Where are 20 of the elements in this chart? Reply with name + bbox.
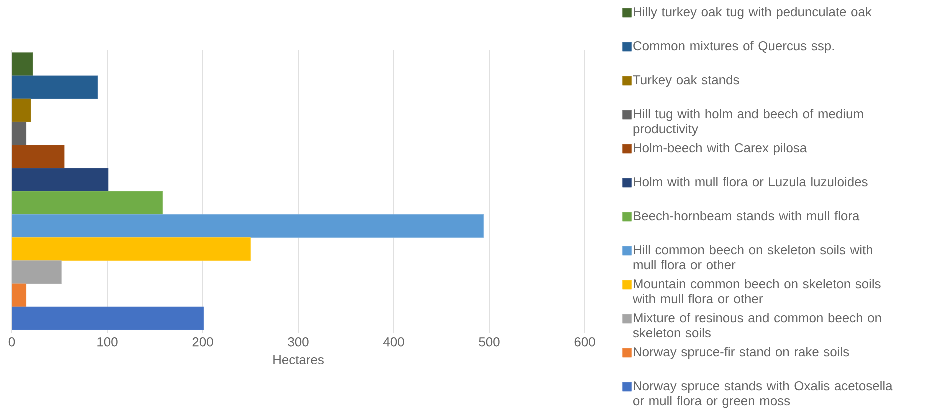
x-tick-label: 600 bbox=[574, 338, 596, 347]
legend-label: Beech-hornbeam stands with mull flora bbox=[634, 211, 860, 221]
legend-label: Mixture of resinous and common beech on skeleton soils bbox=[633, 313, 882, 338]
legend-label: Norway spruce stands with Oxalis acetosella or mull flora or green moss bbox=[634, 381, 893, 408]
x-tick-label: 0 bbox=[8, 338, 16, 347]
legend-label: Common mixtures of Quercus ssp. bbox=[634, 41, 834, 54]
x-axis-title: Hectares bbox=[274, 356, 324, 365]
x-tick-label: 300 bbox=[288, 338, 309, 347]
legend-label: Norway spruce-fir stand on rake soils bbox=[634, 347, 850, 360]
x-tick-label: 500 bbox=[479, 338, 500, 347]
legend-label: Turkey oak stands bbox=[633, 75, 740, 88]
x-tick-label: 200 bbox=[192, 338, 214, 347]
legend-label: Hill tug with holm and beech of medium productivity bbox=[634, 109, 864, 136]
x-tick-label: 100 bbox=[98, 338, 118, 347]
legend-label: Holm-beech with Carex pilosa bbox=[634, 143, 808, 156]
legend-label: Hill common beech on skeleton soils with mull flora or other bbox=[634, 245, 872, 270]
legend-label: Hilly turkey oak tug with pedunculate oak bbox=[634, 7, 872, 20]
legend-label: Holm with mull flora or Luzula luzuloides bbox=[634, 177, 868, 187]
legend-label: Mountain common beech on skeleton soils with mull flora or other bbox=[632, 279, 881, 304]
x-tick-label: 400 bbox=[383, 338, 404, 347]
